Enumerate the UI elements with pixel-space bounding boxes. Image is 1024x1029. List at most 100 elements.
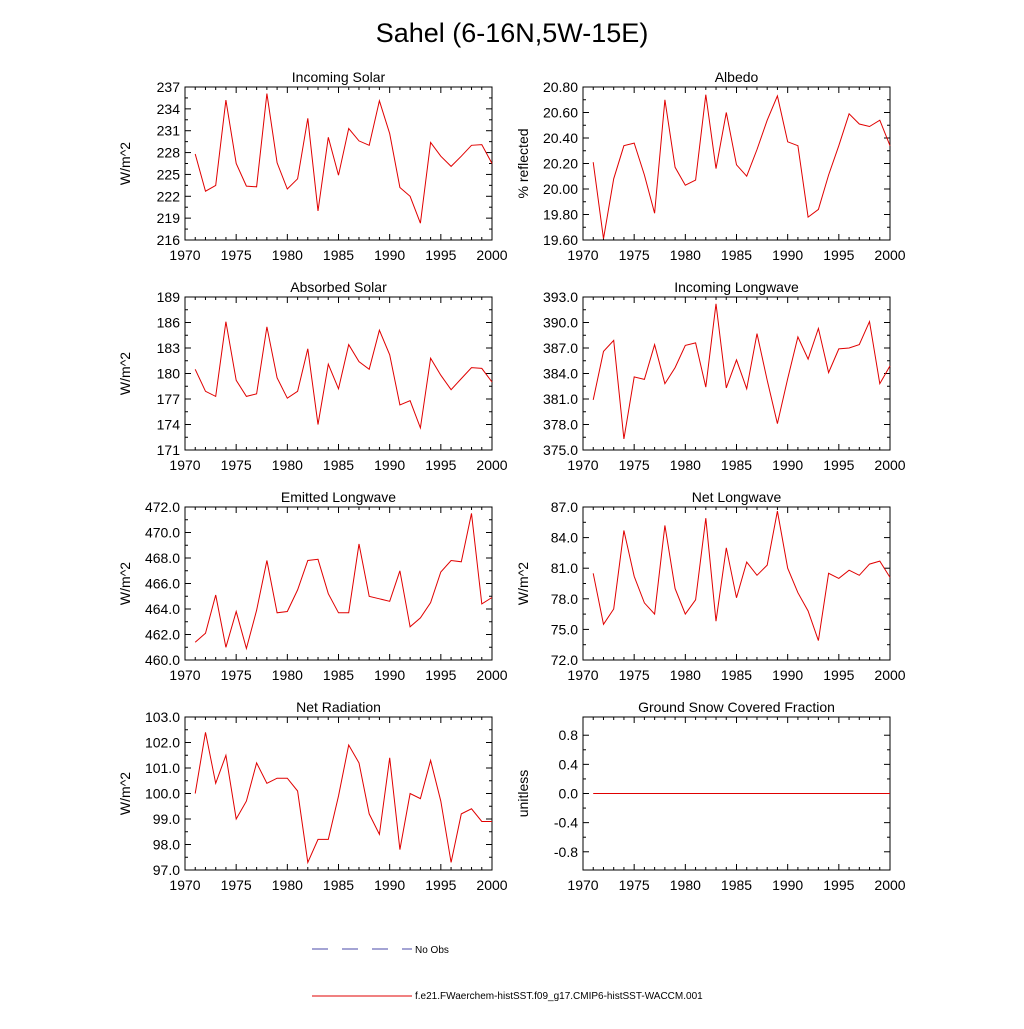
panel-7: Ground Snow Covered Fraction 1970 1975 1980… [515,699,906,893]
legend-obs-label: No Obs [415,945,449,956]
y-tick-label: 101.0 [145,760,180,776]
panel-title: Albedo [715,69,759,85]
y-tick-label: 189 [157,289,181,305]
x-tick-label: 1990 [374,877,405,893]
series-line [592,511,891,641]
x-tick-label: 1970 [169,457,200,473]
y-tick-label: 98.0 [153,837,180,853]
series-line [592,94,891,239]
y-tick-label: 20.80 [543,79,578,95]
y-tick-label: 231 [157,123,181,139]
x-tick-label: 2000 [476,457,507,473]
y-tick-label: 216 [157,232,181,248]
series-line [194,732,492,865]
y-tick-label: 177 [157,391,181,407]
y-tick-label: 19.60 [543,232,578,248]
y-tick-label: 390.0 [543,315,578,331]
x-tick-label: 1975 [221,247,252,263]
y-tick-label: 384.0 [543,366,578,382]
x-tick-label: 1985 [721,877,752,893]
x-tick-label: 1985 [721,247,752,263]
x-tick-label: 1990 [374,247,405,263]
y-tick-label: 103.0 [145,709,180,725]
x-tick-label: 2000 [874,247,905,263]
x-tick-label: 2000 [476,877,507,893]
y-tick-label: 472.0 [145,499,180,515]
y-tick-label: 222 [157,188,181,204]
legend-model-label: f.e21.FWaerchem-histSST.f09_g17.CMIP6-hi… [415,991,703,1002]
x-tick-label: 1970 [567,877,598,893]
y-tick-label: 0.0 [559,786,579,802]
y-tick-label: 381.0 [543,391,578,407]
x-tick-label: 1975 [619,667,650,683]
y-tick-label: 81.0 [551,560,578,576]
y-tick-label: 186 [157,315,181,331]
x-tick-label: 1990 [772,247,803,263]
y-tick-label: 174 [157,417,181,433]
panel-5: Net Longwave 1970 1975 1980 1985 1990 1995 2000… [515,489,906,683]
x-tick-label: 1980 [670,667,701,683]
panel-title: Net Longwave [692,489,782,505]
legend: No Obs f.e21.FWaerchem-histSST.f09_g17.C… [312,945,703,1002]
plot-frame [184,296,493,451]
x-tick-label: 1985 [721,667,752,683]
panel-title: Net Radiation [296,699,381,715]
y-axis-label: unitless [515,770,531,817]
panel-1: Albedo 1970 1975 1980 1985 1990 1995 2000 19.60 1… [515,69,906,263]
x-tick-label: 2000 [874,877,905,893]
panel-title: Incoming Solar [292,69,386,85]
plot-frame [184,86,493,241]
y-tick-label: 75.0 [551,621,578,637]
y-axis-label: W/m^2 [117,352,133,395]
y-tick-label: -0.8 [554,844,578,860]
x-tick-label: 1975 [619,247,650,263]
x-tick-label: 1975 [619,877,650,893]
x-tick-label: 1995 [823,457,854,473]
x-tick-label: 1975 [221,667,252,683]
x-tick-label: 1970 [567,457,598,473]
y-tick-label: 180 [157,366,181,382]
x-tick-label: 1980 [272,457,303,473]
y-tick-label: 468.0 [145,550,180,566]
x-tick-label: 1995 [823,877,854,893]
x-tick-label: 1980 [670,247,701,263]
x-tick-label: 1975 [221,877,252,893]
plot-frame [582,296,891,451]
y-tick-label: 234 [157,101,181,117]
x-tick-label: 1985 [721,457,752,473]
y-tick-label: -0.4 [554,815,578,831]
x-tick-label: 1985 [323,457,354,473]
y-tick-label: 20.20 [543,156,578,172]
series-line [194,93,493,224]
x-tick-label: 1995 [425,457,456,473]
y-tick-label: 99.0 [153,811,180,827]
x-tick-label: 1990 [772,457,803,473]
x-tick-label: 2000 [874,667,905,683]
x-tick-label: 2000 [476,667,507,683]
figure-title: Sahel (6-16N,5W-15E) [376,18,649,48]
y-tick-label: 78.0 [551,591,578,607]
x-tick-label: 1980 [272,667,303,683]
plot-frame [582,506,891,661]
x-tick-label: 1980 [670,877,701,893]
y-tick-label: 97.0 [153,862,180,878]
panel-title: Emitted Longwave [281,489,396,505]
x-tick-label: 1995 [425,877,456,893]
x-tick-label: 2000 [874,457,905,473]
y-axis-label: W/m^2 [117,142,133,185]
y-tick-label: 466.0 [145,576,180,592]
series-line [194,321,493,430]
x-tick-label: 1980 [670,457,701,473]
x-tick-label: 2000 [476,247,507,263]
y-tick-label: 470.0 [145,525,180,541]
panel-title: Incoming Longwave [674,279,799,295]
x-tick-label: 1980 [272,247,303,263]
panel-title: Ground Snow Covered Fraction [638,699,835,715]
y-tick-label: 393.0 [543,289,578,305]
y-tick-label: 171 [157,442,181,458]
y-tick-label: 0.4 [559,756,579,772]
y-axis-label: W/m^2 [117,562,133,605]
panel-6: Net Radiation 1970 1975 1980 1985 1990 1995 200… [117,699,508,893]
series-line [194,513,493,651]
